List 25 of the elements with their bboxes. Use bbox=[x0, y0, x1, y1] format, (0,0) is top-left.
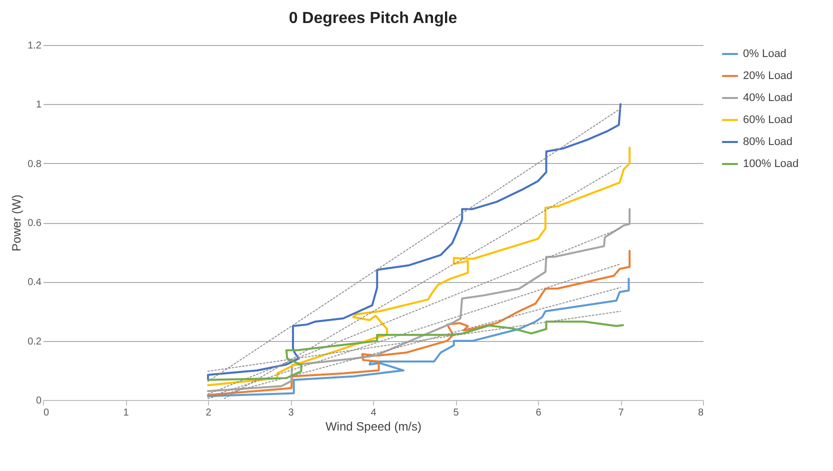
legend-label: 100% Load bbox=[743, 158, 799, 170]
y-tick-label: 0.4 bbox=[28, 277, 42, 288]
y-tick-label: 0.2 bbox=[28, 336, 42, 348]
y-axis-title: Power (W) bbox=[10, 194, 24, 252]
legend-label: 60% Load bbox=[743, 114, 793, 126]
y-tick-label: 1 bbox=[36, 100, 42, 111]
x-tick-label: 4 bbox=[370, 408, 377, 418]
chart-title: 0 Degrees Pitch Angle bbox=[288, 10, 458, 27]
x-tick-label: 7 bbox=[618, 408, 624, 418]
y-tick-label: 1.2 bbox=[28, 40, 42, 52]
legend-label: 80% Load bbox=[743, 136, 793, 148]
y-tick-label: 0 bbox=[36, 396, 42, 406]
x-tick-label: 5 bbox=[453, 408, 460, 418]
x-axis-title: Wind Speed (m/s) bbox=[325, 420, 422, 434]
y-tick-label: 0.8 bbox=[28, 158, 42, 170]
legend-label: 0% Load bbox=[743, 48, 786, 60]
x-tick-label: 3 bbox=[288, 408, 294, 418]
x-tick-label: 1 bbox=[123, 408, 130, 418]
legend-label: 20% Load bbox=[743, 70, 793, 82]
y-tick-label: 0.6 bbox=[28, 218, 42, 229]
x-tick-label: 6 bbox=[536, 408, 542, 418]
x-tick-label: 0 bbox=[44, 408, 50, 418]
x-tick-label: 2 bbox=[206, 408, 212, 418]
x-tick-label: 8 bbox=[698, 408, 704, 418]
legend-label: 40% Load bbox=[743, 92, 793, 104]
